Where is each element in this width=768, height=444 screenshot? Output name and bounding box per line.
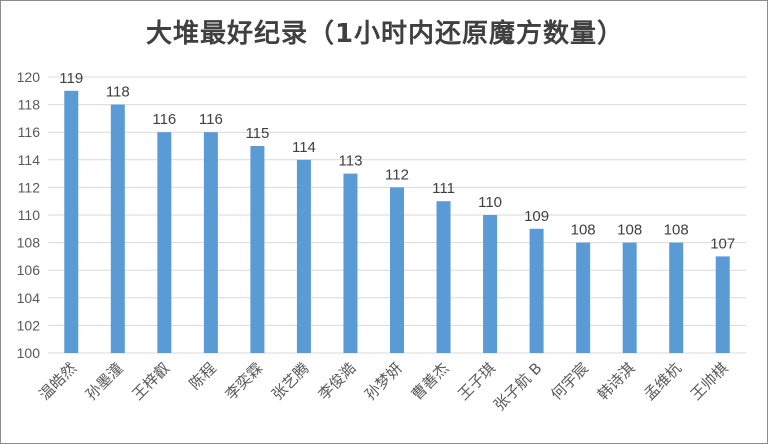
data-label: 107 [710, 235, 735, 252]
x-tick-label: 张子航 B [490, 359, 545, 414]
y-tick-label: 106 [17, 262, 41, 278]
y-tick-label: 114 [18, 152, 41, 168]
bar [483, 215, 498, 353]
bar [622, 242, 637, 353]
data-label: 119 [59, 70, 83, 87]
bar [529, 228, 544, 353]
y-tick-label: 104 [17, 290, 41, 306]
x-tick-label: 孙墨潼 [82, 359, 127, 404]
x-tick-label: 孙梦妍 [361, 359, 406, 404]
y-tick-label: 108 [17, 235, 41, 251]
x-tick-label: 王帅棋 [687, 359, 732, 404]
data-label: 115 [245, 125, 269, 142]
x-tick-label: 曹善杰 [408, 359, 453, 404]
chart-title: 大堆最好纪录（1小时内还原魔方数量） [145, 19, 625, 49]
data-label: 108 [617, 222, 642, 239]
y-tick-label: 120 [17, 69, 41, 85]
x-tick-label: 张艺腾 [268, 359, 313, 404]
data-label: 111 [432, 180, 455, 197]
x-tick-label: 何宇宸 [547, 359, 592, 404]
x-tick-label: 李俊澔 [315, 359, 360, 404]
bar [669, 242, 684, 353]
bar [390, 187, 404, 353]
bar [157, 132, 172, 353]
x-tick-label: 王子琪 [454, 359, 499, 404]
x-tick-label: 韩诗淇 [594, 359, 639, 404]
bar [64, 90, 79, 354]
data-label: 114 [292, 139, 316, 156]
bar [436, 201, 451, 353]
x-tick-label: 李奕霖 [222, 359, 267, 404]
data-label: 116 [152, 111, 176, 128]
bar [296, 159, 311, 353]
x-tick-label: 陈程 [186, 359, 220, 393]
y-tick-label: 116 [18, 124, 41, 140]
data-label: 116 [199, 111, 223, 128]
x-tick-label: 温皓然 [36, 359, 81, 404]
x-tick-label: 孟维杭 [640, 359, 685, 404]
y-tick-label: 102 [17, 317, 41, 333]
x-tick-label: 王梓叡 [129, 359, 174, 404]
bar [250, 146, 265, 353]
bar [110, 104, 125, 353]
y-tick-label: 118 [18, 97, 41, 113]
bar [576, 242, 591, 353]
y-tick-label: 112 [18, 179, 41, 195]
data-label: 110 [478, 194, 502, 211]
y-tick-label: 110 [18, 207, 41, 223]
data-label: 118 [106, 84, 130, 101]
y-tick-label: 100 [17, 345, 41, 361]
data-label: 112 [385, 166, 409, 183]
bar [203, 132, 218, 353]
bar [343, 173, 358, 353]
bar [715, 256, 730, 353]
data-label: 109 [524, 208, 549, 225]
data-label: 108 [571, 222, 596, 239]
data-label: 113 [339, 153, 363, 170]
data-label: 108 [664, 222, 689, 239]
